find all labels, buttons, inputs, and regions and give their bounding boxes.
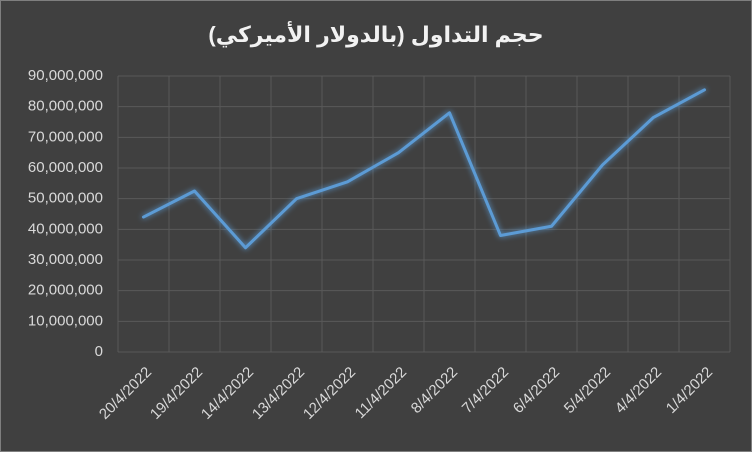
y-tick-label: 30,000,000 [28,251,103,268]
y-tick-label: 80,000,000 [28,98,103,115]
y-tick-label: 50,000,000 [28,190,103,207]
y-tick-label: 70,000,000 [28,128,103,145]
chart-title: حجم التداول (بالدولار الأميركي) [208,20,543,48]
data-line [142,88,706,250]
y-tick-label: 90,000,000 [28,67,103,84]
y-tick-label: 20,000,000 [28,282,103,299]
y-tick-label: 10,000,000 [28,312,103,329]
y-tick-label: 0 [95,343,103,360]
y-tick-label: 40,000,000 [28,220,103,237]
y-tick-label: 60,000,000 [28,159,103,176]
